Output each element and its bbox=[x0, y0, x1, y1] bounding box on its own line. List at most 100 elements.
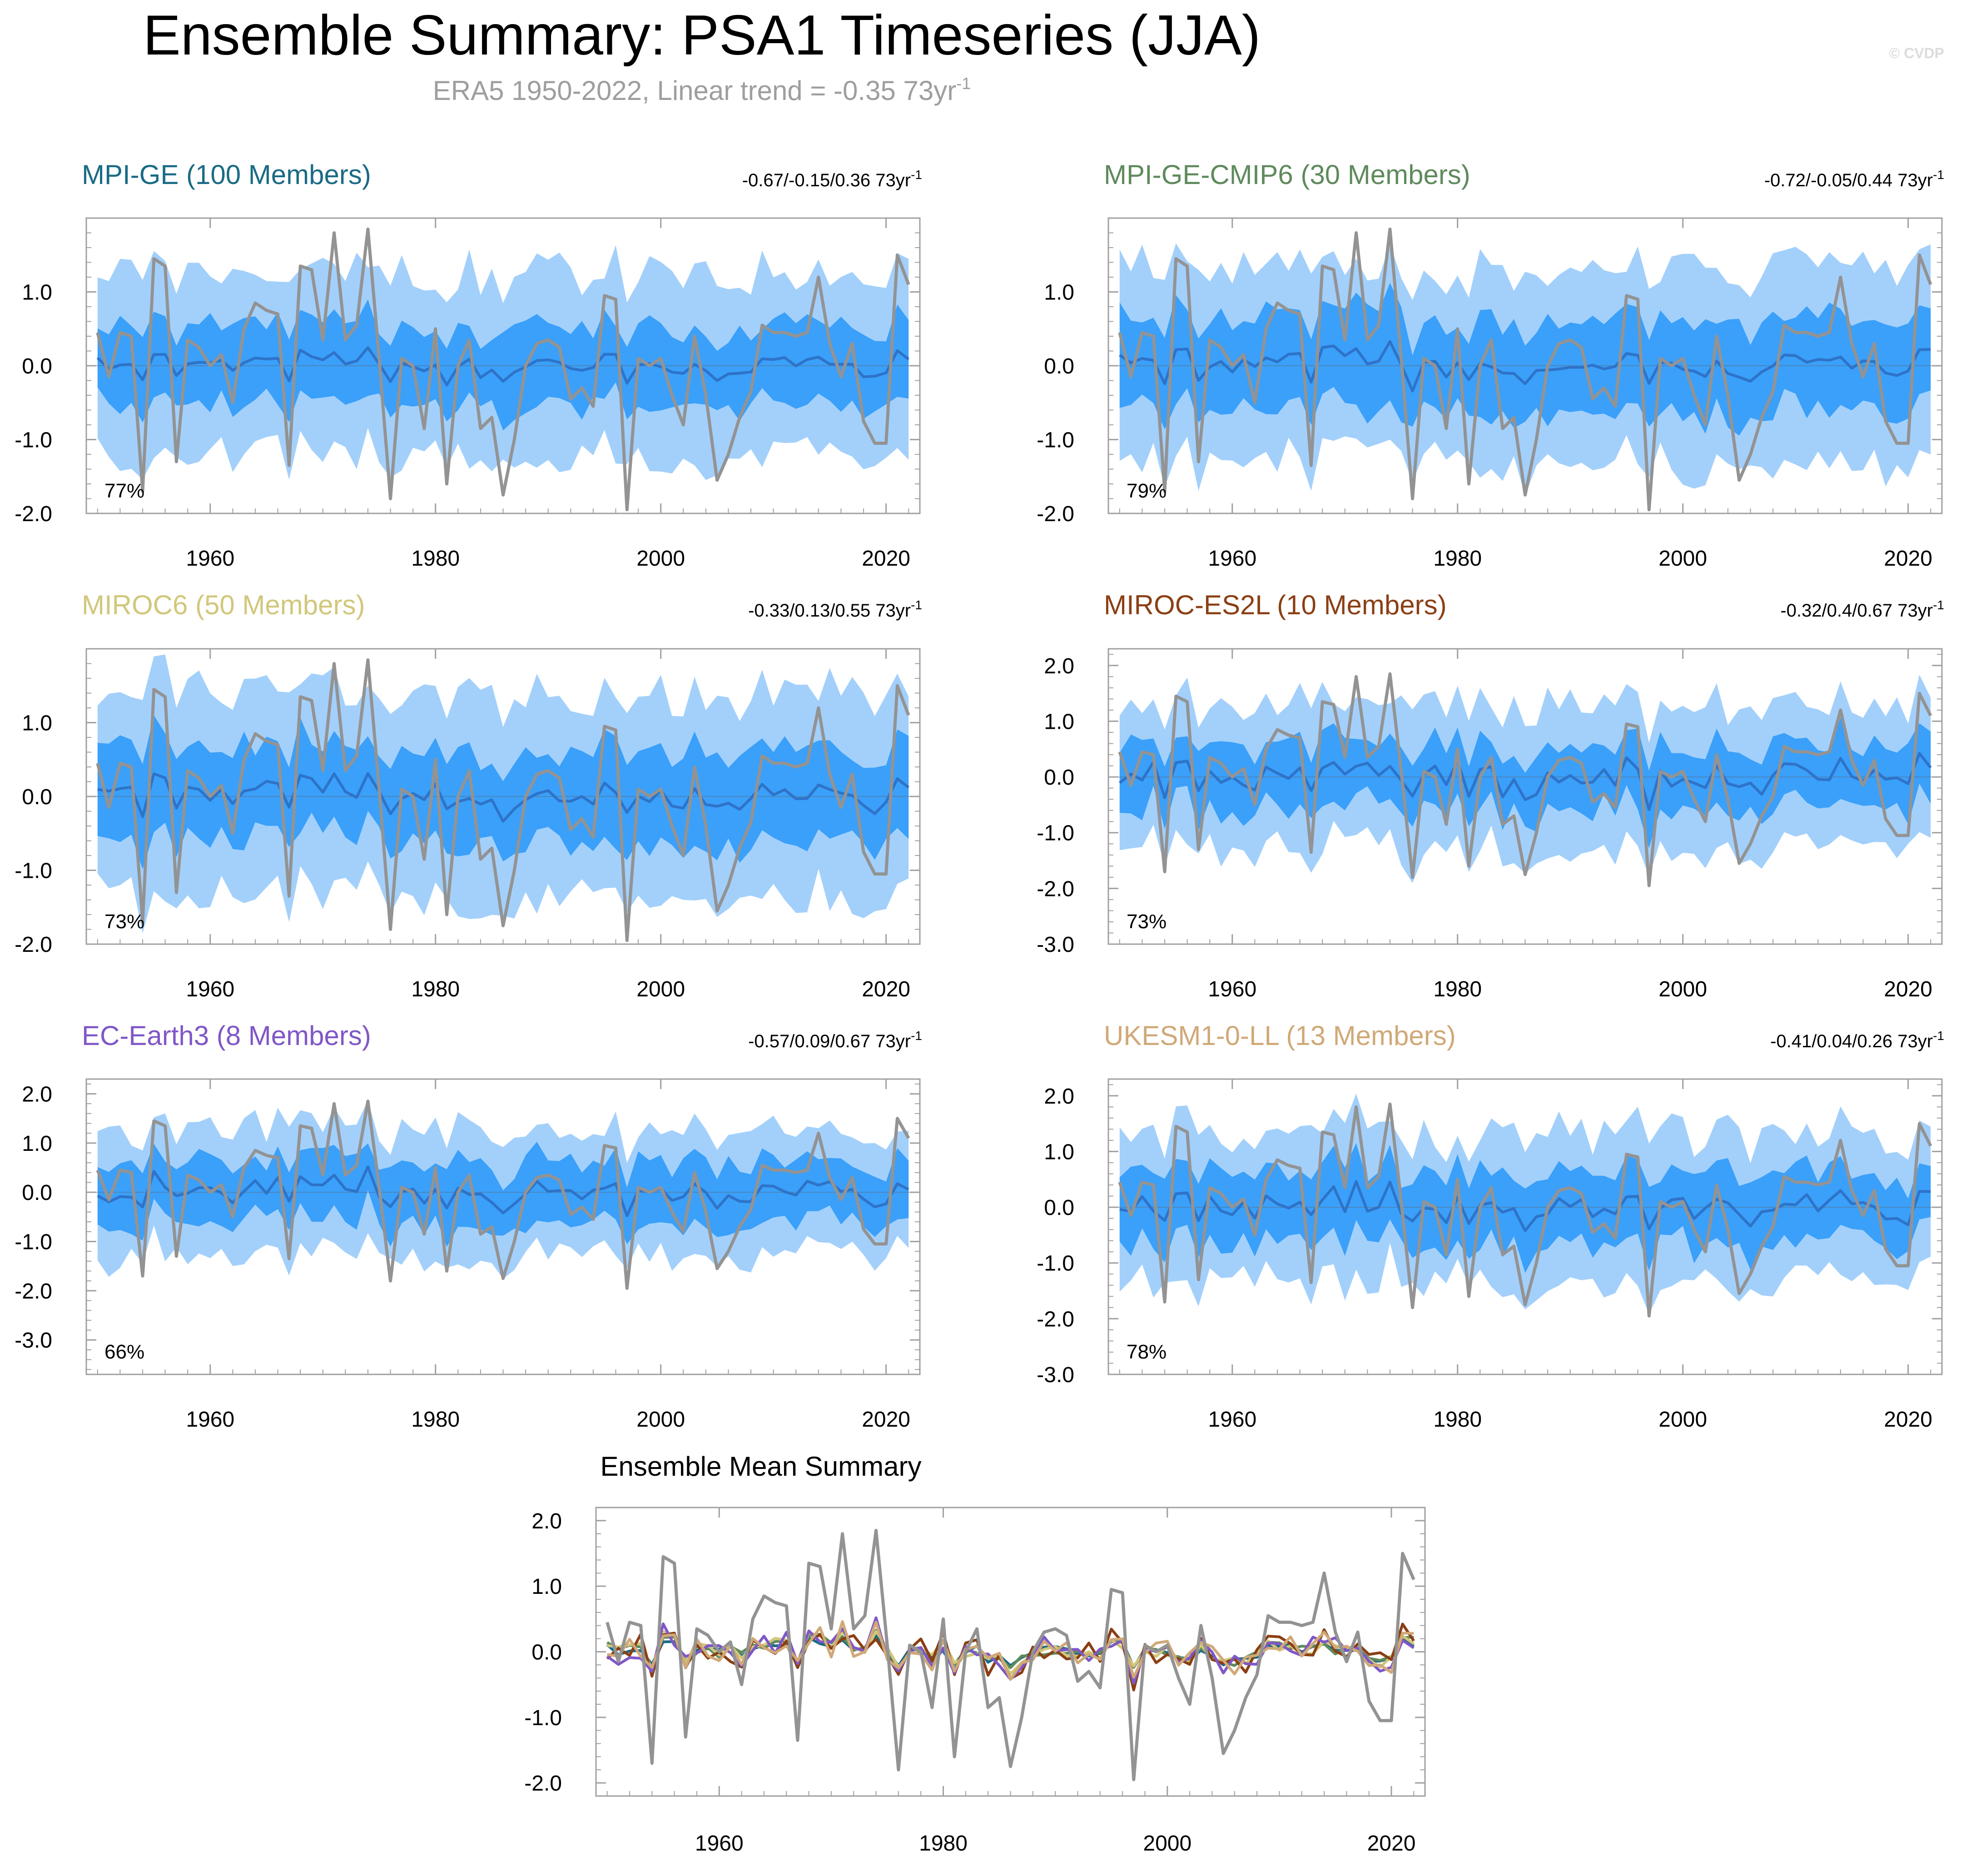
panel-title: EC-Earth3 (8 Members) bbox=[82, 1020, 371, 1051]
panel-stats-sup: -1 bbox=[1933, 168, 1944, 182]
era5-observed-line bbox=[1118, 672, 1932, 887]
x-tick-label: 2020 bbox=[862, 547, 910, 571]
y-tick-label: -2.0 bbox=[524, 1772, 562, 1796]
watermark: © CVDP bbox=[1889, 45, 1944, 61]
panel-ensemble-mean-summary: Ensemble Mean Summary 2.0 1.0 0.0 -1.0 -2.0 19… bbox=[524, 1451, 1426, 1856]
x-tick-label: 1980 bbox=[1433, 977, 1482, 1001]
y-tick-label: 1.0 bbox=[22, 281, 52, 305]
x-tick-label: 2000 bbox=[636, 547, 685, 571]
figure-subtitle-sup: -1 bbox=[956, 74, 971, 93]
y-tick-label: 1.0 bbox=[1044, 1140, 1074, 1164]
panel-stats: -0.72/-0.05/0.44 73yr-1 bbox=[1764, 168, 1944, 190]
percent-label: 79% bbox=[1127, 480, 1167, 502]
y-tick-label: 0.0 bbox=[531, 1641, 562, 1665]
era5-observed-line bbox=[96, 658, 910, 942]
era5-observed-line bbox=[1118, 227, 1932, 512]
x-tick-label: 2000 bbox=[1143, 1831, 1192, 1856]
x-tick-label: 2000 bbox=[636, 1408, 685, 1432]
inner-spread-band bbox=[97, 1141, 909, 1247]
panel-stats-text: -0.32/0.4/0.67 73yr bbox=[1780, 601, 1933, 621]
panel-title: MPI-GE-CMIP6 (30 Members) bbox=[1104, 159, 1470, 190]
panel-miroc6-50-members-: MIROC6 (50 Members) -0.33/0.13/0.55 73yr-… bbox=[15, 590, 922, 1001]
figure-title: Ensemble Summary: PSA1 Timeseries (JJA) bbox=[143, 4, 1261, 67]
y-tick-label: -1.0 bbox=[1037, 821, 1074, 846]
x-tick-label: 1980 bbox=[411, 1408, 460, 1432]
y-tick-label: -2.0 bbox=[15, 502, 52, 526]
panel-stats-sup: -1 bbox=[911, 168, 922, 182]
y-tick-label: 2.0 bbox=[22, 1083, 52, 1107]
y-tick-label: -3.0 bbox=[1037, 1363, 1074, 1387]
y-tick-label: -2.0 bbox=[15, 1279, 52, 1304]
x-tick-label: 1960 bbox=[186, 977, 234, 1001]
panel-stats-sup: -1 bbox=[1933, 1029, 1944, 1043]
y-tick-label: -1.0 bbox=[15, 1230, 52, 1254]
y-tick-label: 1.0 bbox=[1044, 281, 1074, 305]
series-line-mpi-ge bbox=[606, 1634, 1415, 1671]
inner-spread-band bbox=[1119, 1143, 1931, 1273]
panel-stats: -0.67/-0.15/0.36 73yr-1 bbox=[742, 168, 922, 190]
y-tick-label: -1.0 bbox=[524, 1706, 562, 1730]
era5-observed-line bbox=[1118, 1102, 1932, 1318]
x-tick-label: 1960 bbox=[186, 1408, 234, 1432]
x-tick-label: 1980 bbox=[919, 1831, 968, 1856]
y-tick-label: -1.0 bbox=[1037, 1252, 1074, 1276]
figure-subtitle-text: ERA5 1950-2022, Linear trend = -0.35 73y… bbox=[433, 75, 956, 106]
ensemble-mean-line bbox=[1118, 752, 1932, 811]
y-tick-label: 0.0 bbox=[22, 354, 52, 378]
panel-stats-text: -0.41/0.04/0.26 73yr bbox=[1770, 1031, 1933, 1051]
panel-stats-text: -0.57/0.09/0.67 73yr bbox=[748, 1031, 911, 1051]
y-tick-label: 1.0 bbox=[1044, 710, 1074, 734]
panel-stats: -0.41/0.04/0.26 73yr-1 bbox=[1770, 1029, 1944, 1051]
panel-stats-text: -0.67/-0.15/0.36 73yr bbox=[742, 170, 911, 190]
y-tick-label: 2.0 bbox=[1044, 654, 1074, 678]
x-tick-label: 1980 bbox=[411, 547, 460, 571]
panel-mpi-ge-100-members-: MPI-GE (100 Members) -0.67/-0.15/0.36 73y… bbox=[15, 159, 922, 571]
y-tick-label: 2.0 bbox=[1044, 1085, 1074, 1109]
y-tick-label: 1.0 bbox=[531, 1575, 562, 1599]
x-tick-label: 1960 bbox=[1208, 977, 1256, 1001]
y-tick-label: 0.0 bbox=[22, 785, 52, 809]
era5-observed-line bbox=[96, 1100, 910, 1290]
y-tick-label: 1.0 bbox=[22, 1132, 52, 1156]
series-line-miroc6 bbox=[607, 1630, 1415, 1676]
panel-stats-sup: -1 bbox=[911, 598, 922, 612]
x-tick-label: 2020 bbox=[862, 977, 910, 1001]
panel-stats-text: -0.72/-0.05/0.44 73yr bbox=[1764, 170, 1933, 190]
x-tick-label: 2000 bbox=[1658, 977, 1707, 1001]
panels-group: MPI-GE (100 Members) -0.67/-0.15/0.36 73y… bbox=[15, 159, 1944, 1856]
x-tick-label: 2000 bbox=[1658, 547, 1707, 571]
percent-label: 77% bbox=[104, 480, 144, 502]
panel-title: UKESM1-0-LL (13 Members) bbox=[1104, 1020, 1456, 1051]
percent-label: 78% bbox=[1127, 1341, 1167, 1363]
y-tick-label: -3.0 bbox=[15, 1329, 52, 1353]
x-tick-label: 2020 bbox=[1884, 977, 1932, 1001]
panel-stats-sup: -1 bbox=[911, 1029, 922, 1043]
y-tick-label: -2.0 bbox=[1037, 1307, 1074, 1331]
y-tick-label: -1.0 bbox=[1037, 428, 1074, 453]
series-line-ukesm1-0-ll bbox=[607, 1620, 1414, 1681]
x-tick-label: 2020 bbox=[1367, 1831, 1416, 1856]
outer-spread-band bbox=[97, 1100, 909, 1279]
ensemble-mean-line bbox=[1119, 340, 1931, 393]
ensemble-mean-line bbox=[97, 1165, 909, 1217]
x-tick-label: 1980 bbox=[1433, 1408, 1482, 1432]
percent-label: 73% bbox=[1127, 911, 1167, 933]
y-tick-label: 0.0 bbox=[1044, 1196, 1074, 1220]
series-line-era5 bbox=[606, 1529, 1415, 1781]
panel-mpi-ge-cmip6-30-members-: MPI-GE-CMIP6 (30 Members) -0.72/-0.05/0.4… bbox=[1037, 159, 1944, 571]
x-tick-label: 1960 bbox=[186, 547, 234, 571]
panel-title: MIROC-ES2L (10 Members) bbox=[1104, 590, 1447, 620]
x-tick-label: 2000 bbox=[1658, 1408, 1707, 1432]
y-tick-label: -1.0 bbox=[15, 859, 52, 883]
summary-title: Ensemble Mean Summary bbox=[601, 1451, 922, 1482]
panel-stats: -0.33/0.13/0.55 73yr-1 bbox=[748, 598, 922, 621]
x-tick-label: 1980 bbox=[1433, 547, 1482, 571]
panel-ukesm1-0-ll-13-members-: UKESM1-0-LL (13 Members) -0.41/0.04/0.26 … bbox=[1037, 1020, 1944, 1432]
x-tick-label: 1960 bbox=[1208, 1408, 1256, 1432]
x-tick-label: 2020 bbox=[862, 1408, 910, 1432]
x-tick-label: 2000 bbox=[636, 977, 685, 1001]
y-tick-label: 0.0 bbox=[22, 1181, 52, 1205]
ensemble-mean-line bbox=[96, 346, 910, 387]
y-tick-label: 2.0 bbox=[531, 1509, 562, 1533]
x-tick-label: 2020 bbox=[1884, 547, 1932, 571]
